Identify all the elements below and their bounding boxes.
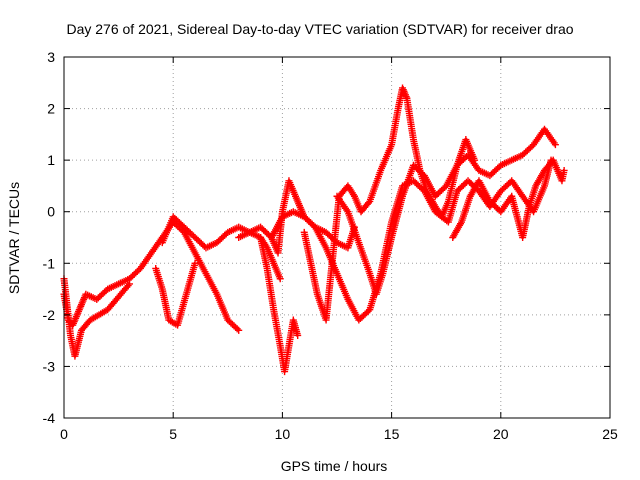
data-point xyxy=(276,275,284,283)
x-axis-label: GPS time / hours xyxy=(281,458,388,474)
data-points xyxy=(60,84,568,376)
data-point xyxy=(551,141,559,149)
y-tick-label: 1 xyxy=(47,152,55,168)
y-tick-label: 3 xyxy=(47,49,55,65)
y-tick-label: 2 xyxy=(47,101,55,117)
y-axis-label: SDTVAR / TECUs xyxy=(6,182,22,294)
series-trace-e xyxy=(257,234,302,376)
series-trace-g xyxy=(267,156,555,324)
y-tick-label: -3 xyxy=(43,358,56,374)
grid-lines xyxy=(64,57,610,418)
data-point xyxy=(233,325,241,333)
y-tick-label: 0 xyxy=(47,204,55,220)
y-tick-label: -2 xyxy=(43,307,56,323)
series-trace-b xyxy=(60,275,134,360)
series-trace-j xyxy=(449,156,568,241)
axis-ticks: 0 5 10 15 20 25 -4 -3 -2 -1 0 1 2 3 xyxy=(43,49,618,442)
x-tick-label: 25 xyxy=(602,426,618,442)
y-tick-label: -4 xyxy=(43,410,56,426)
x-tick-label: 5 xyxy=(169,426,177,442)
series-trace-a xyxy=(60,218,243,334)
data-point xyxy=(126,280,134,288)
data-point xyxy=(235,326,243,334)
data-point xyxy=(124,282,132,290)
chart-title: Day 276 of 2021, Sidereal Day-to-day VTE… xyxy=(66,21,573,37)
data-point xyxy=(365,199,373,207)
x-tick-label: 20 xyxy=(493,426,509,442)
series-trace-d xyxy=(152,259,199,329)
plot-frame xyxy=(63,56,611,419)
x-tick-label: 0 xyxy=(60,426,68,442)
data-point xyxy=(560,166,568,174)
y-tick-label: -1 xyxy=(43,255,56,271)
series-trace-i xyxy=(333,125,559,298)
data-point xyxy=(294,331,302,339)
x-tick-label: 10 xyxy=(275,426,291,442)
series-trace-h xyxy=(300,84,479,324)
data-point xyxy=(191,259,199,267)
x-tick-label: 15 xyxy=(384,426,400,442)
